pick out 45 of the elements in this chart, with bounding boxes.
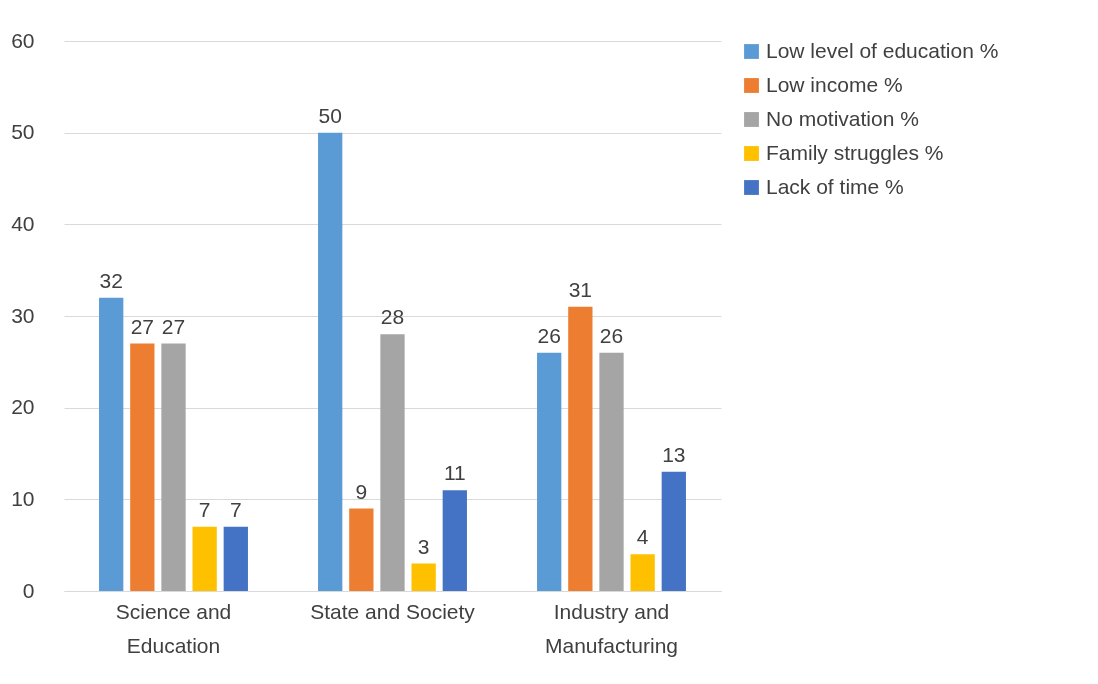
bar — [192, 526, 217, 591]
data-label: 31 — [568, 277, 593, 301]
data-label: 27 — [130, 314, 155, 338]
y-tick-label: 30 — [11, 303, 35, 327]
y-tick-label: 10 — [11, 486, 35, 510]
legend-label: No motivation % — [766, 106, 919, 130]
y-tick-label: 40 — [11, 211, 35, 235]
bar — [161, 343, 186, 591]
data-label: 4 — [636, 525, 649, 549]
data-label: 26 — [599, 323, 624, 347]
bar — [442, 490, 467, 591]
bar — [411, 563, 436, 591]
bar — [130, 343, 155, 591]
bar — [661, 471, 686, 591]
bar — [630, 554, 655, 591]
legend-label: Low level of education % — [766, 38, 999, 62]
data-label: 3 — [417, 534, 430, 558]
x-tick-label: Industry and Manufacturing — [544, 599, 679, 657]
y-tick-label: 20 — [11, 395, 35, 419]
data-label: 9 — [355, 479, 368, 503]
x-tick-label: Science and Education — [115, 599, 232, 657]
data-label: 50 — [318, 103, 342, 127]
data-label: 7 — [198, 497, 211, 521]
data-label: 32 — [99, 268, 123, 292]
data-label: 11 — [443, 461, 466, 485]
bar — [349, 508, 374, 591]
x-tick-label: State and Society — [310, 599, 476, 623]
data-label: 28 — [380, 305, 405, 329]
bar — [318, 132, 343, 591]
legend-label: Low income % — [766, 72, 903, 96]
y-tick-label: 60 — [11, 28, 35, 52]
data-label: 26 — [537, 323, 561, 347]
legend-label: Family struggles % — [766, 140, 944, 164]
legend-label: Lack of time % — [766, 174, 904, 198]
bar — [537, 352, 562, 591]
y-tick-label: 0 — [22, 578, 35, 602]
data-label: 27 — [161, 314, 186, 338]
bar — [223, 526, 248, 591]
y-tick-label: 50 — [11, 120, 35, 144]
bar — [380, 334, 405, 591]
bar — [599, 352, 624, 591]
bar — [99, 297, 124, 591]
data-label: 13 — [662, 442, 686, 466]
data-label: 7 — [229, 497, 242, 521]
bar — [568, 306, 593, 591]
